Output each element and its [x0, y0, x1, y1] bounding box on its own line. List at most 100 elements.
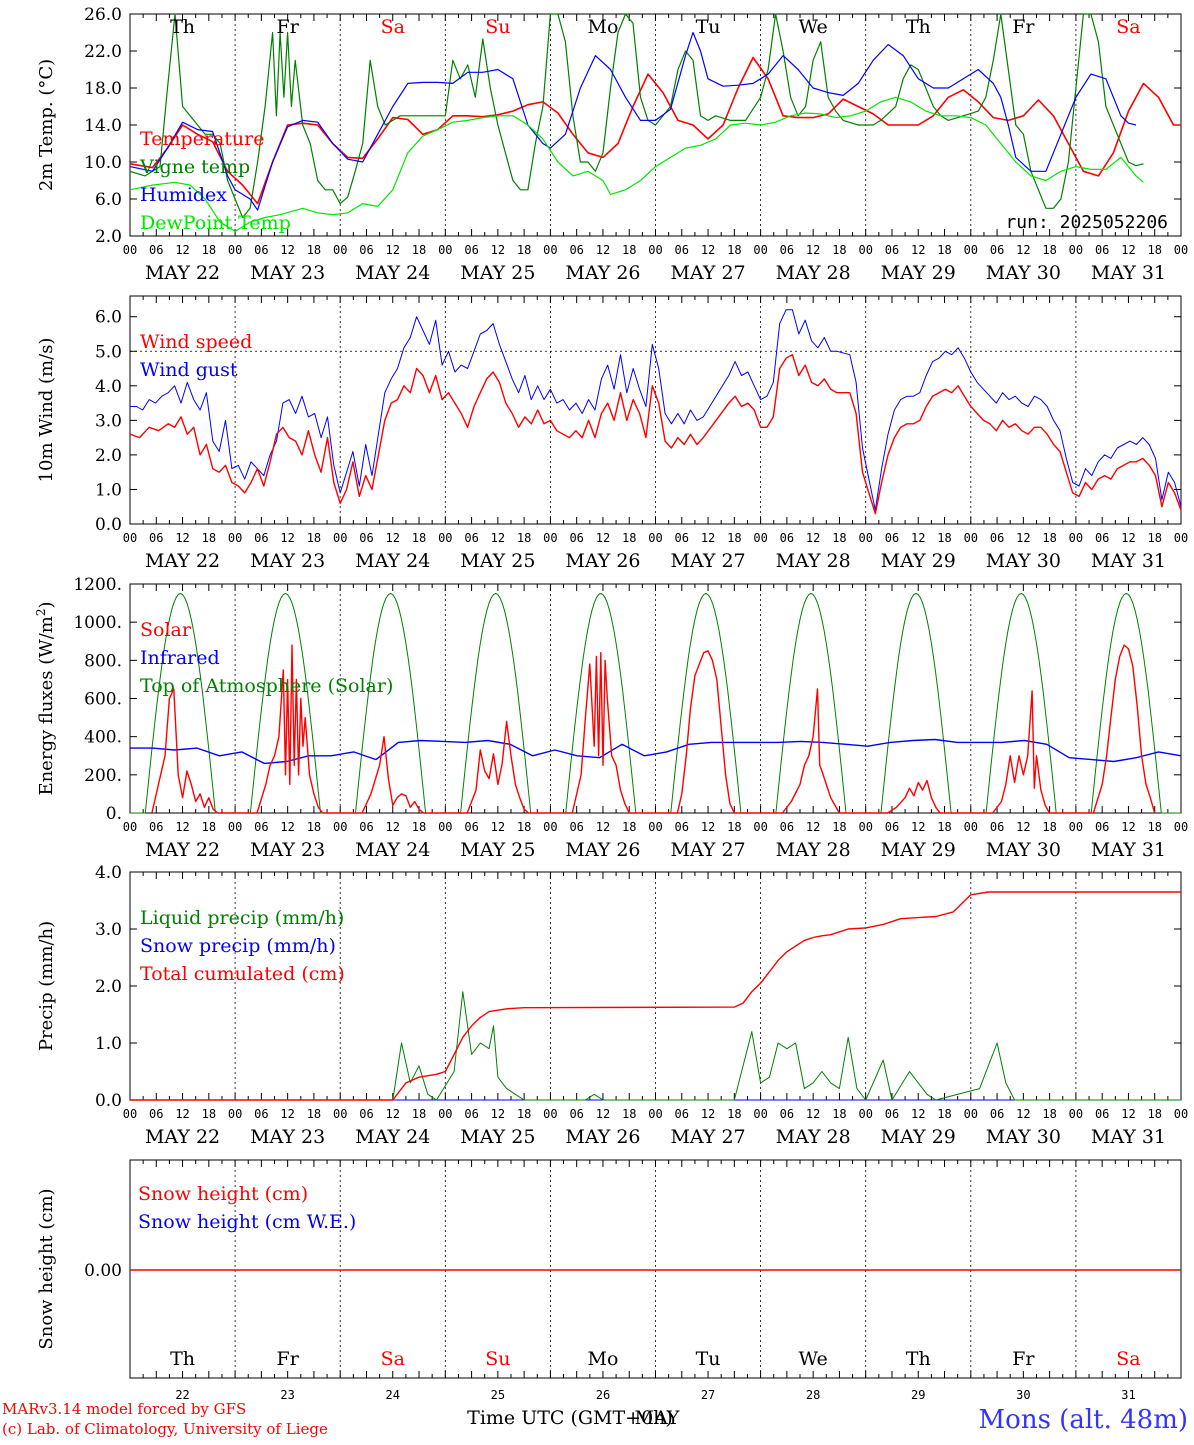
- day-label: MAY 27: [670, 839, 745, 861]
- x-axis-title-overprint: MAY: [635, 1407, 680, 1429]
- hour-tick-label: 06: [780, 531, 794, 545]
- day-label: MAY 31: [1091, 839, 1166, 861]
- hour-tick-label: 00: [1174, 1107, 1188, 1121]
- hour-tick-label: 12: [1016, 1107, 1030, 1121]
- day-number-label: 27: [701, 1388, 715, 1402]
- footer-model-credit: MARv3.14 model forced by GFS: [2, 1400, 246, 1418]
- y-tick-label: 0.: [106, 804, 122, 824]
- y-tick-label: 600.: [84, 690, 122, 710]
- hour-tick-label: 00: [648, 820, 662, 834]
- hour-tick-label: 18: [202, 1107, 216, 1121]
- hour-tick-label: 00: [1069, 243, 1083, 257]
- day-label: MAY 31: [1091, 1126, 1166, 1148]
- hour-tick-label: 12: [175, 820, 189, 834]
- weekday-label: Su: [485, 1348, 510, 1370]
- hour-tick-label: 00: [753, 1107, 767, 1121]
- station-label: Mons (alt. 48m): [979, 1405, 1188, 1435]
- y-tick-label: 2.0: [95, 227, 122, 247]
- day-label: MAY 30: [986, 1126, 1061, 1148]
- day-label: MAY 26: [565, 550, 640, 572]
- hour-tick-label: 06: [149, 1107, 163, 1121]
- hour-tick-label: 00: [648, 1107, 662, 1121]
- hour-tick-label: 06: [359, 531, 373, 545]
- hour-tick-label: 00: [1174, 531, 1188, 545]
- series-line: [129, 56, 1181, 205]
- hour-tick-label: 00: [1174, 243, 1188, 257]
- hour-tick-label: 06: [675, 243, 689, 257]
- y-tick-label: 1200.: [73, 575, 122, 595]
- series-line: [129, 13, 1144, 219]
- legend-entry: DewPoint Temp: [140, 212, 291, 234]
- weekday-label: Su: [485, 16, 510, 38]
- hour-tick-label: 00: [964, 1107, 978, 1121]
- hour-tick-label: 12: [280, 1107, 294, 1121]
- series-line: [151, 644, 1156, 814]
- day-label: MAY 24: [355, 1126, 430, 1148]
- hour-tick-label: 18: [1147, 820, 1161, 834]
- day-label: MAY 31: [1091, 262, 1166, 284]
- hour-tick-label: 00: [1069, 1107, 1083, 1121]
- hour-tick-label: 12: [911, 243, 925, 257]
- series-line: [129, 354, 1182, 515]
- hour-tick-label: 00: [333, 243, 347, 257]
- hour-tick-label: 06: [780, 1107, 794, 1121]
- day-label: MAY 25: [460, 1126, 535, 1148]
- hour-tick-label: 12: [1121, 820, 1135, 834]
- series-line: [130, 738, 1182, 765]
- weekday-label: We: [799, 1348, 828, 1370]
- hour-tick-label: 06: [254, 820, 268, 834]
- day-label: MAY 22: [145, 262, 220, 284]
- hour-tick-label: 12: [175, 243, 189, 257]
- legend-entry: Total cumulated (cm): [140, 963, 345, 985]
- hour-tick-label: 12: [1016, 820, 1030, 834]
- hour-tick-label: 06: [569, 820, 583, 834]
- y-tick-label: 22.0: [84, 42, 122, 62]
- day-label: MAY 28: [776, 1126, 851, 1148]
- hour-tick-label: 18: [622, 531, 636, 545]
- hour-tick-label: 12: [1016, 243, 1030, 257]
- hour-tick-label: 12: [386, 1107, 400, 1121]
- legend-entry: Snow precip (mm/h): [140, 935, 336, 957]
- weekday-label: Tu: [696, 1348, 721, 1370]
- hour-tick-label: 12: [491, 1107, 505, 1121]
- hour-tick-label: 00: [543, 820, 557, 834]
- hour-tick-label: 18: [307, 820, 321, 834]
- hour-tick-label: 12: [701, 820, 715, 834]
- hour-tick-label: 18: [727, 531, 741, 545]
- y-tick-label: 4.0: [95, 863, 122, 883]
- hour-tick-label: 12: [1121, 243, 1135, 257]
- hour-tick-label: 18: [1147, 1107, 1161, 1121]
- y-tick-label: 6.0: [95, 308, 122, 328]
- hour-tick-label: 06: [149, 531, 163, 545]
- hour-tick-label: 00: [648, 243, 662, 257]
- hour-tick-label: 18: [727, 820, 741, 834]
- hour-tick-label: 12: [701, 1107, 715, 1121]
- hour-tick-label: 00: [228, 531, 242, 545]
- hour-tick-label: 00: [543, 243, 557, 257]
- day-label: MAY 26: [565, 839, 640, 861]
- legend-entry: Solar: [140, 619, 192, 641]
- series-line: [130, 891, 1181, 1101]
- hour-tick-label: 06: [359, 820, 373, 834]
- hour-tick-label: 12: [280, 531, 294, 545]
- weekday-label: Fr: [277, 16, 300, 38]
- hour-tick-label: 06: [464, 243, 478, 257]
- y-tick-label: 200.: [84, 766, 122, 786]
- hour-tick-label: 00: [753, 820, 767, 834]
- weekday-label: We: [799, 16, 828, 38]
- day-number-label: 24: [386, 1388, 400, 1402]
- hour-tick-label: 12: [175, 1107, 189, 1121]
- hour-tick-label: 06: [359, 1107, 373, 1121]
- hour-tick-label: 00: [438, 1107, 452, 1121]
- hour-tick-label: 18: [202, 531, 216, 545]
- weekday-label: Fr: [277, 1348, 300, 1370]
- hour-tick-label: 18: [832, 820, 846, 834]
- day-label: MAY 28: [776, 839, 851, 861]
- hour-tick-label: 00: [228, 1107, 242, 1121]
- hour-tick-label: 12: [1016, 531, 1030, 545]
- day-label: MAY 29: [881, 1126, 956, 1148]
- panel-4: 00 06 12 18 00 06 12 18 00 06 12 18 00 06 12 18 00 06 12 18…: [36, 863, 1188, 1148]
- hour-tick-label: 18: [832, 243, 846, 257]
- hour-tick-label: 18: [202, 243, 216, 257]
- hour-tick-label: 06: [885, 243, 899, 257]
